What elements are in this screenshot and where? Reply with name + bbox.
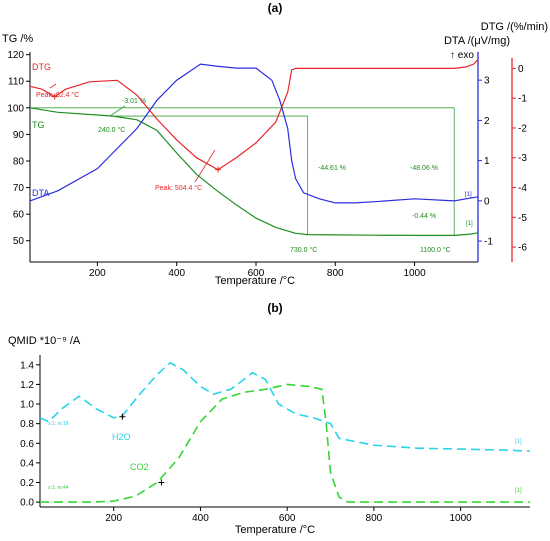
panel-b-y-tick-label: 0.0: [20, 498, 34, 509]
panel-a-dta-tick-label: 0: [484, 196, 490, 207]
co2-marker: [1]: [515, 488, 522, 494]
dta-line: [29, 63, 479, 204]
panel-a-tg-tick-label: 70: [13, 183, 25, 194]
panel-a-tg-tick-label: 50: [13, 236, 25, 247]
panel-b-y-tick-label: 1.4: [20, 360, 34, 371]
panel-a-x-tick-label: 1000: [403, 268, 426, 279]
h2o-line: [39, 361, 531, 452]
panel-a-dtg-tick-label: -3: [518, 153, 527, 164]
temp2-annotation: 730.0 °C: [290, 246, 317, 254]
panel-b-y-tick-label: 0.8: [20, 419, 34, 430]
panel-a-tg-tick-label: 90: [13, 130, 25, 141]
panel-a-label: (a): [268, 1, 283, 15]
co2-label: CO2: [130, 462, 149, 472]
panel-b-x-tick-label: 800: [366, 513, 383, 524]
panel-a-dtg-tick-label: -4: [518, 183, 527, 194]
panel-a-tg-tick-label: 120: [7, 50, 24, 61]
h2o-cross-marker: [119, 413, 126, 420]
co2-line: [40, 383, 530, 503]
panel-b-x-label: Temperature /°C: [235, 524, 315, 536]
h2o-small-label: s:1; m:18: [48, 421, 69, 427]
panel-b-x-tick-label: 200: [105, 513, 122, 524]
co2-small-label: s:1; m:44: [48, 485, 69, 491]
loss2-annotation: -44.61 %: [318, 165, 346, 172]
panel-a-dtg-tick-label: -5: [518, 213, 527, 224]
dtg-line: [29, 59, 479, 171]
tg-axis-title: TG /%: [2, 33, 33, 45]
dtg-series-label: DTG: [32, 62, 51, 72]
dta-series-label: DTA: [32, 188, 49, 198]
exo-label: ↑ exo: [450, 50, 474, 61]
tg-marker: [1]: [466, 221, 473, 227]
panel-a-tg-tick-label: 100: [7, 103, 24, 114]
panel-b-y-tick-label: 1.0: [20, 400, 34, 411]
tg-series-label: TG: [32, 120, 45, 130]
loss3-annotation: -48.06 %: [410, 165, 438, 172]
peak2-annotation: Peak: 504.4 °C: [155, 184, 202, 192]
panel-b-x-tick-label: 400: [192, 513, 209, 524]
panel-a-x-tick-label: 400: [168, 268, 185, 279]
panel-b-y-tick-label: 0.4: [20, 458, 34, 469]
temp3-annotation: 1100.0 °C: [420, 246, 451, 254]
peak2-leader: [194, 149, 216, 183]
panel-b-x-tick-label: 600: [279, 513, 296, 524]
panel-a-dtg-tick-label: -2: [518, 123, 527, 134]
peak1-leader: [49, 83, 57, 89]
temp1-annotation: 240.0 °C: [98, 126, 125, 134]
panel-b-x-tick-label: 1000: [449, 513, 472, 524]
peak1-marker: [51, 93, 58, 100]
tg-line: [29, 107, 479, 236]
panel-a-x-tick-label: 600: [248, 268, 265, 279]
panel-a-dtg-tick-label: -1: [518, 94, 527, 105]
panel-b-y-tick-label: 1.2: [20, 380, 34, 391]
panel-a-dta-tick-label: 2: [484, 116, 490, 127]
dta-axis-title: DTA /(μV/mg): [444, 35, 510, 47]
panel-a-dtg-tick-label: 0: [518, 64, 524, 75]
panel-a-x-tick-label: 800: [327, 268, 344, 279]
peak2-marker: [215, 166, 222, 173]
panel-a-tg-tick-label: 80: [13, 156, 25, 167]
panel-a-dta-tick-label: 1: [484, 156, 490, 167]
panel-a-dta-tick-label: 3: [484, 76, 490, 87]
loss4-annotation: -0.44 %: [412, 213, 436, 220]
h2o-label: H2O: [112, 432, 131, 442]
panel-a-tg-tick-label: 60: [13, 210, 25, 221]
panel-a-x-tick-label: 200: [89, 268, 106, 279]
co2-cross-marker: [158, 479, 165, 486]
panel-b-label: (b): [267, 301, 282, 315]
h2o-marker: [1]: [515, 439, 522, 445]
panel-b-y-tick-label: 0.2: [20, 478, 34, 489]
dtg-axis-title: DTG /(%/min): [481, 21, 548, 33]
qmid-axis-title: QMID *10⁻⁹ /A: [8, 335, 81, 347]
panel-b-y-tick-label: 0.6: [20, 439, 34, 450]
panel-a-dtg-tick-label: -6: [518, 243, 527, 254]
dta-marker: [1]: [465, 192, 472, 198]
panel-a-tg-tick-label: 110: [8, 77, 24, 88]
panel-a-x-label: Temperature /°C: [215, 275, 295, 287]
panel-a-dta-tick-label: -1: [484, 237, 493, 248]
loss1-annotation: -3.01 %: [122, 98, 146, 105]
